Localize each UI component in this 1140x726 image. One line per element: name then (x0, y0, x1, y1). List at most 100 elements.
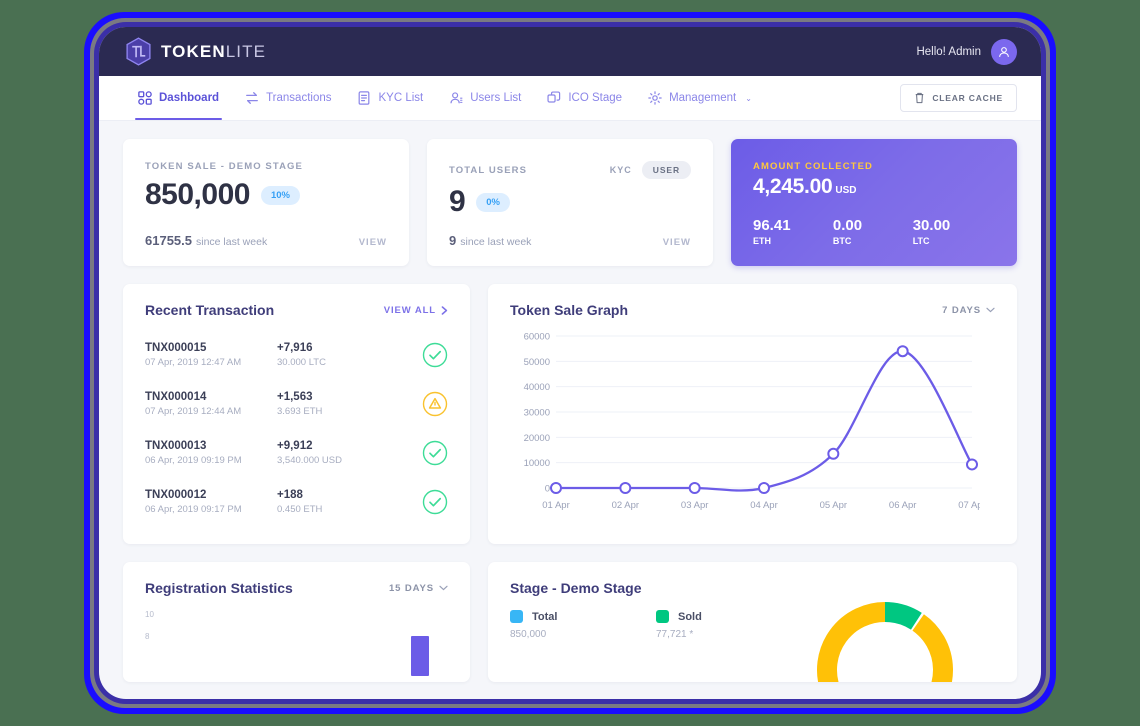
nav-label-users-list: Users List (470, 92, 522, 104)
total-users-foot-number: 9 (449, 233, 457, 248)
total-users-value: 9 (449, 185, 466, 218)
kyc-label: KYC (609, 165, 632, 175)
kyc-user-pill[interactable]: USER (641, 161, 691, 179)
total-users-footer: 9 since last week VIEW (449, 233, 691, 248)
layers-stack-icon (547, 91, 561, 103)
svg-text:20000: 20000 (524, 433, 550, 444)
svg-text:05 Apr: 05 Apr (820, 500, 847, 511)
registration-statistics-panel: Registration Statistics 15 DAYS 10 8 (123, 562, 470, 682)
token-sale-foot-number: 61755.5 (145, 233, 192, 248)
svg-text:30000: 30000 (524, 408, 550, 419)
token-sale-value-row: 850,000 10% (145, 178, 387, 212)
view-all-link[interactable]: VIEW ALL (384, 305, 448, 316)
nav-item-dashboard[interactable]: Dashboard (125, 76, 232, 120)
token-sale-card: TOKEN SALE - DEMO STAGE 850,000 10% 6175… (123, 139, 409, 266)
recent-transaction-title: Recent Transaction (145, 302, 275, 318)
legend-swatch-total (510, 610, 523, 623)
svg-text:10000: 10000 (524, 458, 550, 469)
total-users-card: TOTAL USERS KYC USER 9 0% 9 since last we… (427, 139, 713, 266)
token-sale-line-chart: 0 10000 20000 30000 40000 50000 60000 01 Apr 02 … (510, 328, 995, 533)
tx-sub-amount: 30.000 LTC (277, 356, 326, 368)
nav-item-management[interactable]: Management ⌄ (635, 76, 765, 120)
nav-item-kyc-list[interactable]: KYC List (344, 76, 436, 120)
tx-sub-amount: 3,540.000 USD (277, 454, 342, 466)
nav-item-users-list[interactable]: Users List (436, 76, 534, 120)
token-sale-foot-text: 61755.5 since last week (145, 233, 267, 248)
graph-range-selector[interactable]: 7 DAYS (942, 305, 995, 316)
nav-label-ico-stage: ICO Stage (568, 92, 623, 104)
kyc-group: KYC USER (610, 161, 691, 179)
table-row[interactable]: TNX000014 07 Apr, 2019 12:44 AM +1,563 3… (145, 379, 448, 428)
coin-eth: 96.41 ETH (753, 217, 833, 246)
token-sale-graph-panel: Token Sale Graph 7 DAYS 0 10000 20000 30000… (488, 284, 1017, 544)
brand-logo[interactable]: TOKENLITE (125, 37, 266, 66)
total-users-view-link[interactable]: VIEW (662, 237, 691, 248)
total-users-foot-text: 9 since last week (449, 233, 531, 248)
tx-id: TNX000013 (145, 439, 207, 452)
reg-ytick-10: 10 (145, 610, 154, 619)
device-frame: TOKENLITE Hello! Admin (84, 12, 1056, 714)
svg-text:07 Apr: 07 Apr (958, 500, 980, 511)
greeting-text: Hello! Admin (916, 45, 981, 58)
brand-name: TOKENLITE (161, 42, 266, 62)
token-sale-view-link[interactable]: VIEW (358, 237, 387, 248)
table-row[interactable]: TNX000012 06 Apr, 2019 09:17 PM +188 0.4… (145, 477, 448, 526)
token-sale-badge: 10% (260, 185, 300, 205)
coin-btc: 0.00 BTC (833, 217, 913, 246)
user-menu[interactable]: Hello! Admin (916, 38, 1017, 65)
check-circle-icon (422, 440, 448, 465)
legend-item-sold: Sold 77,721 * (656, 610, 802, 640)
users-icon (450, 92, 463, 104)
browser-screen: TOKENLITE Hello! Admin (99, 27, 1041, 699)
tx-date: 06 Apr, 2019 09:17 PM (145, 503, 242, 515)
total-users-header: TOTAL USERS KYC USER (449, 161, 691, 179)
tx-amount: +1,563 (277, 390, 313, 403)
gear-icon (648, 91, 662, 105)
svg-text:01 Apr: 01 Apr (542, 500, 569, 511)
token-sale-footer: 61755.5 since last week VIEW (145, 233, 387, 248)
nav-label-kyc-list: KYC List (378, 92, 424, 104)
token-sale-value: 850,000 (145, 178, 250, 211)
tx-sub-amount: 3.693 ETH (277, 405, 323, 417)
transaction-list: TNX000015 07 Apr, 2019 12:47 AM +7,916 3… (145, 330, 448, 526)
graph-range-label: 7 DAYS (942, 304, 981, 316)
clear-cache-button[interactable]: CLEAR CACHE (900, 84, 1017, 112)
amount-collected-value-row: 4,245.00 USD (753, 175, 995, 199)
chevron-down-icon (986, 307, 995, 313)
chevron-right-icon (441, 305, 448, 315)
warning-circle-icon (422, 391, 448, 416)
stage-legend: Total 850,000 Sold 77,721 * (510, 610, 995, 640)
token-sale-label: TOKEN SALE - DEMO STAGE (145, 161, 303, 172)
user-avatar-icon[interactable] (991, 38, 1017, 65)
tx-sub-amount: 0.450 ETH (277, 503, 323, 515)
recent-transaction-panel: Recent Transaction VIEW ALL TNX000015 (123, 284, 470, 544)
dashboard-page: TOKEN SALE - DEMO STAGE 850,000 10% 6175… (99, 121, 1041, 682)
legend-swatch-sold (656, 610, 669, 623)
amount-collected-card: AMOUNT COLLECTED 4,245.00 USD 96.41 ETH 0… (731, 139, 1017, 266)
amount-collected-value: 4,245.00 (753, 175, 833, 198)
token-sale-header: TOKEN SALE - DEMO STAGE (145, 161, 387, 172)
document-list-icon (359, 91, 370, 105)
tx-id: TNX000014 (145, 390, 207, 403)
nav-label-transactions: Transactions (266, 92, 332, 104)
registration-statistics-title: Registration Statistics (145, 580, 293, 596)
amount-collected-label: AMOUNT COLLECTED (753, 161, 873, 172)
hexagon-tl-logo-icon (126, 37, 151, 66)
stage-header: Stage - Demo Stage (510, 580, 995, 596)
registration-range-selector[interactable]: 15 DAYS (389, 583, 448, 594)
nav-item-ico-stage[interactable]: ICO Stage (534, 76, 635, 120)
svg-text:40000: 40000 (524, 382, 550, 393)
legend-value-sold: 77,721 * (656, 629, 694, 640)
tx-id: TNX000015 (145, 341, 207, 354)
table-row[interactable]: TNX000015 07 Apr, 2019 12:47 AM +7,916 3… (145, 330, 448, 379)
table-row[interactable]: TNX000013 06 Apr, 2019 09:19 PM +9,912 3… (145, 428, 448, 477)
stage-title: Stage - Demo Stage (510, 580, 642, 596)
middle-panel-row: Recent Transaction VIEW ALL TNX000015 (123, 284, 1017, 544)
nav-label-management: Management (669, 92, 737, 104)
total-users-value-row: 9 0% (449, 185, 691, 219)
registration-bar-chart: 10 8 (145, 610, 448, 676)
nav-item-transactions[interactable]: Transactions (232, 76, 344, 120)
coin-eth-name: ETH (753, 236, 771, 246)
device-frame-ring-inner: TOKENLITE Hello! Admin (94, 22, 1046, 704)
svg-text:0: 0 (545, 484, 550, 495)
